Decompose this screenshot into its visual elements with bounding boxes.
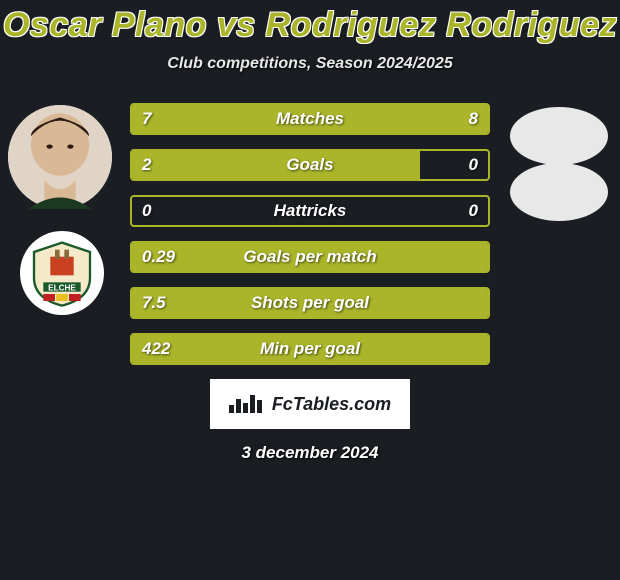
player-right-avatar-2	[510, 163, 608, 221]
stat-label: Goals	[132, 155, 488, 175]
stat-label: Shots per goal	[132, 293, 488, 313]
branding-badge: FcTables.com	[210, 379, 410, 429]
comparison-chart: ELCHE 7Matches82Goals00Hattricks00.29Goa…	[0, 103, 620, 365]
face-icon	[8, 105, 112, 209]
stat-row: 2Goals0	[130, 149, 490, 181]
stat-row: 7.5Shots per goal	[130, 287, 490, 319]
stat-row: 0.29Goals per match	[130, 241, 490, 273]
player-right-avatar-1	[510, 107, 608, 165]
club-badge-icon: ELCHE	[27, 238, 97, 308]
stat-value-right: 0	[469, 155, 478, 175]
page-title: Oscar Plano vs Rodriguez Rodriguez	[0, 0, 620, 45]
stat-row: 7Matches8	[130, 103, 490, 135]
stat-row: 0Hattricks0	[130, 195, 490, 227]
stat-label: Hattricks	[132, 201, 488, 221]
player-left-club-badge: ELCHE	[20, 231, 104, 315]
stat-label: Goals per match	[132, 247, 488, 267]
stat-value-right: 8	[469, 109, 478, 129]
stats-container: 7Matches82Goals00Hattricks00.29Goals per…	[130, 103, 490, 365]
player-left-avatar	[8, 105, 112, 209]
branding-text: FcTables.com	[272, 394, 391, 415]
stat-row: 422Min per goal	[130, 333, 490, 365]
stat-label: Min per goal	[132, 339, 488, 359]
stat-label: Matches	[132, 109, 488, 129]
subtitle: Club competitions, Season 2024/2025	[0, 55, 620, 73]
stat-value-right: 0	[469, 201, 478, 221]
bar-chart-icon	[229, 395, 264, 413]
date-line: 3 december 2024	[0, 443, 620, 463]
svg-text:ELCHE: ELCHE	[48, 284, 76, 293]
